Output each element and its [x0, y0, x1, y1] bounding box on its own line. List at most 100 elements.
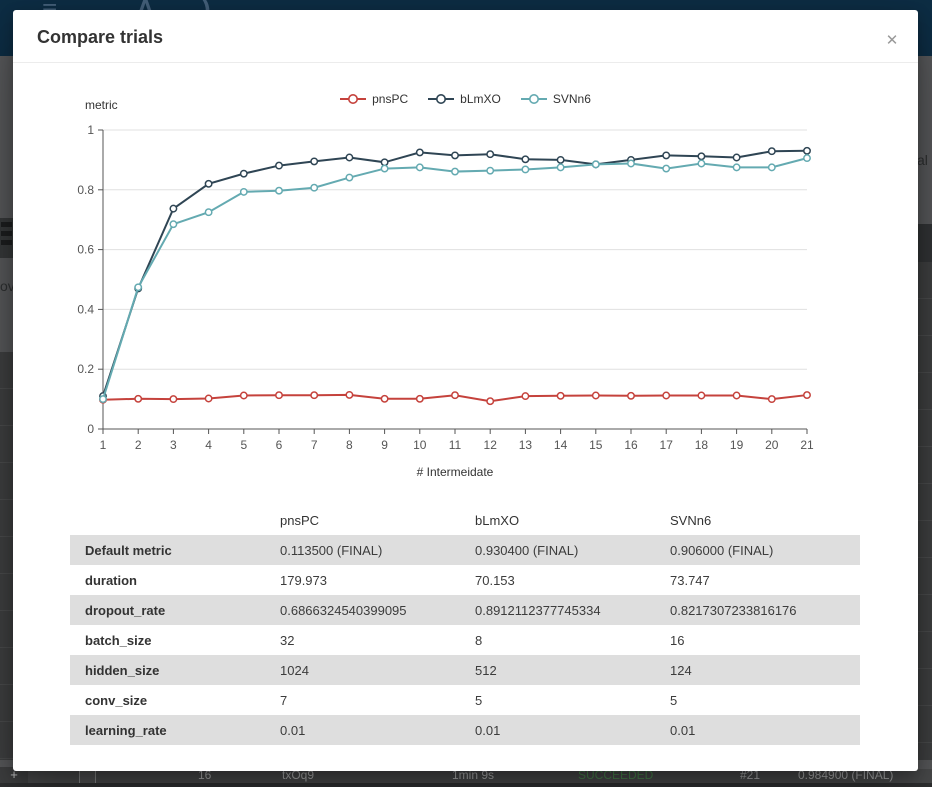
chart-legend: pnsPC bLmXO SVNn6: [13, 92, 918, 106]
background-bottom-strip: [0, 783, 932, 787]
table-row: duration 179.973 70.153 73.747: [70, 565, 860, 595]
row-value: 0.8912112377745334: [475, 602, 601, 618]
x-tick-label: 12: [484, 438, 498, 452]
legend-item-SVNn6[interactable]: SVNn6: [520, 92, 591, 106]
background-table-header-right: [918, 224, 932, 262]
series-SVNn6-line: [102, 157, 808, 400]
dialog-title: Compare trials: [37, 27, 164, 47]
x-tick-label: 8: [346, 438, 353, 452]
series-bLmXO-point: [803, 146, 811, 155]
x-tick-label: 7: [311, 438, 318, 452]
series-pnsPC-point: [662, 391, 671, 400]
series-bLmXO-point: [451, 151, 459, 160]
row-value: 32: [280, 632, 295, 648]
series-pnsPC-point: [486, 397, 495, 406]
trial-row-duration: 1min 9s: [452, 768, 495, 782]
series-SVNn6-point: [275, 186, 283, 195]
hamburger-menu-icon[interactable]: [0, 218, 13, 258]
series-bLmXO-point: [662, 151, 671, 160]
legend-marker-circle: [348, 94, 359, 104]
series-pnsPC-point: [803, 391, 811, 400]
row-label: Default metric: [85, 542, 172, 558]
series-bLmXO-point: [169, 204, 178, 213]
series-SVNn6-point: [134, 283, 143, 292]
close-icon[interactable]: ✕: [882, 31, 902, 51]
trial-comparison-table: pnsPC bLmXO SVNn6 Default metric 0.113500 (…: [70, 505, 860, 745]
series-bLmXO-point: [486, 150, 495, 159]
row-label: learning_rate: [85, 722, 167, 738]
nav-overview-fragment[interactable]: ov: [0, 278, 15, 294]
series-pnsPC-point: [275, 391, 283, 400]
series-pnsPC-point: [415, 394, 424, 403]
x-tick-label: 15: [589, 438, 603, 452]
legend-item-bLmXO[interactable]: bLmXO: [428, 92, 501, 106]
series-SVNn6-point: [732, 163, 741, 172]
y-axis-title: metric: [85, 98, 118, 112]
row-value: 7: [280, 692, 288, 708]
series-bLmXO-point: [767, 147, 776, 156]
legend-item-pnsPC[interactable]: pnsPC: [340, 92, 408, 106]
series-bLmXO-point: [556, 155, 565, 164]
y-tick-label: 0.4: [77, 302, 94, 316]
table-row: Default metric 0.113500 (FINAL) 0.930400 (…: [70, 535, 860, 565]
expand-row-button[interactable]: +: [0, 767, 28, 785]
series-pnsPC-point: [169, 395, 178, 404]
row-label: batch_size: [85, 632, 152, 648]
legend-marker-circle: [436, 94, 447, 104]
series-pnsPC-point: [697, 391, 706, 400]
legend-marker-icon: [520, 94, 547, 104]
row-value: 70.153: [475, 572, 515, 588]
x-axis-title: # Intermeidate: [417, 465, 494, 479]
series-SVNn6-point: [380, 164, 389, 173]
background-table-rows-left: [0, 352, 13, 760]
row-label: duration: [85, 572, 137, 588]
series-SVNn6-point: [415, 163, 424, 172]
series-SVNn6-point: [204, 208, 213, 217]
series-bLmXO-point: [310, 157, 319, 166]
row-label: hidden_size: [85, 662, 160, 678]
row-label: dropout_rate: [85, 602, 166, 618]
series-pnsPC-point: [310, 391, 319, 400]
compare-trials-dialog: Compare trials ✕ metric pnsPC bLmXO SVNn6 …: [13, 10, 918, 771]
x-tick-label: 2: [135, 438, 142, 452]
series-bLmXO-point: [239, 169, 248, 178]
metric-line-chart: 00.20.40.60.811 2 3 4 5 6 7 8 9 10 11 12 13 14 15 16 17 1…: [77, 123, 814, 479]
row-value: 8: [475, 632, 483, 648]
row-value: 179.973: [280, 572, 327, 588]
x-tick-label: 11: [449, 438, 462, 452]
x-tick-label: 14: [554, 438, 568, 452]
series-pnsPC-point: [451, 391, 459, 400]
series-pnsPC-point: [134, 394, 143, 403]
series-SVNn6-point: [803, 154, 811, 163]
series-pnsPC-point: [239, 391, 248, 400]
legend-marker-circle: [528, 94, 539, 104]
background-trial-row: + 16 txOq9 1min 9s SUCCEEDED #21 0.98490…: [0, 767, 932, 785]
series-pnsPC-point: [627, 391, 635, 400]
row-value: 512: [475, 662, 497, 678]
row-value: 73.747: [670, 572, 710, 588]
y-tick-label: 0.8: [77, 183, 94, 197]
legend-marker-icon: [428, 94, 455, 104]
legend-label: SVNn6: [552, 92, 591, 106]
series-bLmXO-point: [345, 153, 354, 162]
trial-row-id: 16: [198, 768, 212, 782]
row-value: 0.6866324540399095: [280, 602, 407, 618]
x-tick-label: 9: [381, 438, 388, 452]
table-row: dropout_rate 0.6866324540399095 0.89121123…: [70, 595, 860, 625]
legend-label: pnsPC: [372, 92, 409, 106]
trial-row-intermediate-count: #21: [740, 768, 761, 782]
row-value: 0.01: [475, 722, 501, 738]
series-SVNn6-point: [521, 165, 530, 174]
series-pnsPC-point: [767, 395, 776, 404]
row-label: conv_size: [85, 692, 148, 708]
table-row: hidden_size 1024 512 124: [70, 655, 860, 685]
series-SVNn6-point: [345, 173, 354, 182]
series-SVNn6-point: [767, 163, 776, 172]
row-value: 0.8217307233816176: [670, 602, 797, 618]
series-bLmXO-point: [732, 153, 741, 162]
y-tick-label: 0.6: [77, 243, 94, 257]
series-SVNn6-point: [239, 187, 248, 196]
series-SVNn6-point: [451, 167, 459, 176]
y-tick-label: 0: [87, 422, 94, 436]
